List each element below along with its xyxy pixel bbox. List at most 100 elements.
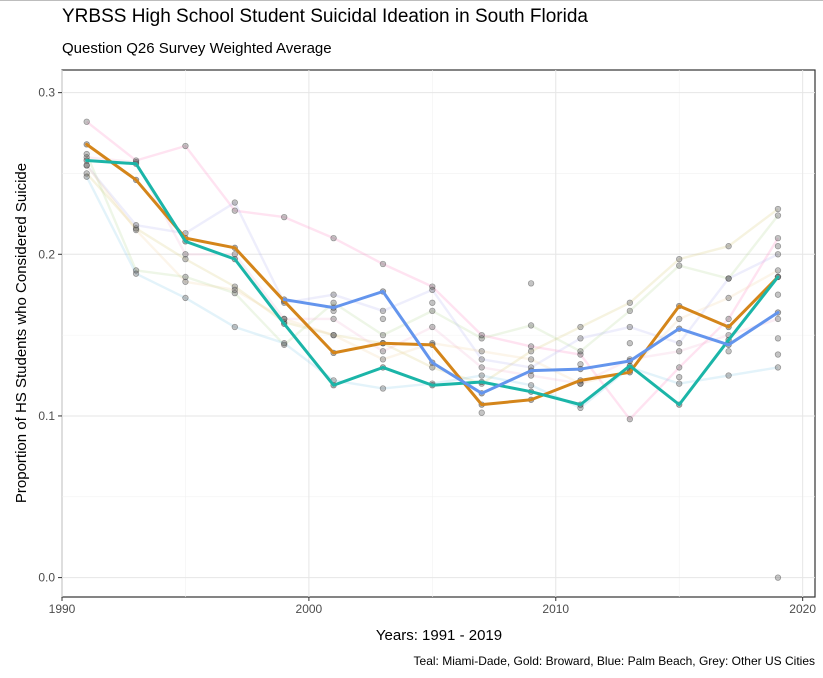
data-point (231, 199, 238, 206)
background-series-line (85, 120, 779, 421)
data-point (330, 331, 337, 339)
x-tick-label: 2000 (296, 602, 323, 616)
data-point (83, 162, 90, 169)
data-point (182, 251, 189, 258)
data-point (774, 251, 782, 258)
data-point (429, 286, 436, 294)
grid (61, 70, 815, 597)
background-series-line (86, 156, 779, 385)
data-point (429, 299, 436, 306)
data-point (527, 348, 535, 355)
data-point (676, 380, 683, 387)
data-point (725, 275, 732, 282)
series-line (85, 142, 780, 407)
x-tick-label: 1990 (49, 602, 76, 616)
data-point (182, 273, 189, 281)
data-point (577, 361, 584, 368)
data-point (231, 289, 238, 297)
data-point (478, 409, 485, 416)
x-tick-label: 2020 (789, 602, 816, 616)
data-point (132, 267, 140, 274)
data-point (231, 283, 238, 290)
main-series (85, 142, 780, 407)
chart-caption: Teal: Miami-Dade, Gold: Broward, Blue: P… (413, 654, 815, 668)
data-point (132, 225, 140, 232)
data-point (429, 323, 436, 331)
data-point (527, 280, 535, 287)
data-point (330, 291, 337, 298)
y-tick-label: 0.2 (38, 247, 55, 261)
data-point (527, 322, 535, 329)
data-point (774, 234, 782, 242)
data-point (182, 278, 189, 285)
top-border (0, 0, 823, 1)
data-point (330, 234, 337, 242)
data-point (626, 299, 633, 306)
chart-svg: 1990 2000 2010 2020 0.0 0.1 0.2 0.3 Years: 199… (13, 69, 816, 644)
y-tick-label: 0.0 (38, 571, 55, 585)
y-axis-title: Proportion of HS Students who Considered… (13, 163, 30, 503)
data-point (132, 222, 140, 229)
background-series-line (85, 172, 779, 385)
data-point (725, 243, 732, 250)
data-point (774, 291, 782, 298)
data-point (676, 315, 683, 323)
data-point (182, 294, 189, 302)
data-point (330, 315, 337, 323)
data-point (330, 331, 337, 339)
series-line (282, 289, 780, 395)
data-point (231, 251, 238, 258)
data-point (379, 331, 387, 339)
series-line (85, 159, 780, 407)
data-point (774, 205, 782, 213)
data-point (676, 255, 683, 263)
data-point (725, 315, 732, 323)
data-point (429, 307, 436, 315)
data-point (577, 351, 584, 358)
data-point (281, 340, 288, 347)
y-tick-label: 0.1 (38, 409, 55, 423)
data-point (281, 341, 288, 348)
background-series-line (85, 164, 779, 385)
data-point (676, 348, 683, 355)
data-point (676, 340, 683, 347)
data-point (379, 385, 387, 392)
data-point (725, 372, 732, 379)
data-point (83, 173, 90, 180)
data-point (676, 373, 683, 381)
data-point (774, 351, 782, 358)
data-point (577, 323, 584, 331)
data-point (527, 372, 535, 379)
data-point (527, 343, 535, 350)
data-point (676, 364, 683, 371)
data-point (429, 364, 436, 371)
data-point (281, 213, 288, 221)
x-axis-title: Years: 1991 - 2019 (376, 627, 502, 644)
x-axis-ticks: 1990 2000 2010 2020 (49, 597, 816, 616)
data-point (774, 243, 782, 250)
data-point (725, 275, 732, 282)
data-point (379, 356, 387, 363)
data-point (577, 348, 584, 355)
data-point (379, 315, 387, 323)
data-point (626, 416, 633, 423)
data-point (478, 348, 485, 355)
data-point (774, 335, 782, 342)
data-point (182, 142, 189, 150)
data-point (527, 356, 535, 363)
data-point (676, 262, 683, 269)
data-point (626, 307, 633, 315)
data-point (132, 226, 140, 234)
data-point (429, 283, 436, 290)
data-point (83, 150, 90, 158)
y-axis-ticks: 0.0 0.1 0.2 0.3 (38, 86, 62, 585)
data-point (774, 212, 782, 219)
data-point (379, 260, 387, 268)
data-point (330, 299, 337, 306)
data-point (774, 364, 782, 371)
data-point (478, 356, 485, 363)
data-point (725, 294, 732, 302)
data-point (83, 162, 90, 169)
data-point (626, 323, 633, 331)
data-point (83, 118, 90, 125)
